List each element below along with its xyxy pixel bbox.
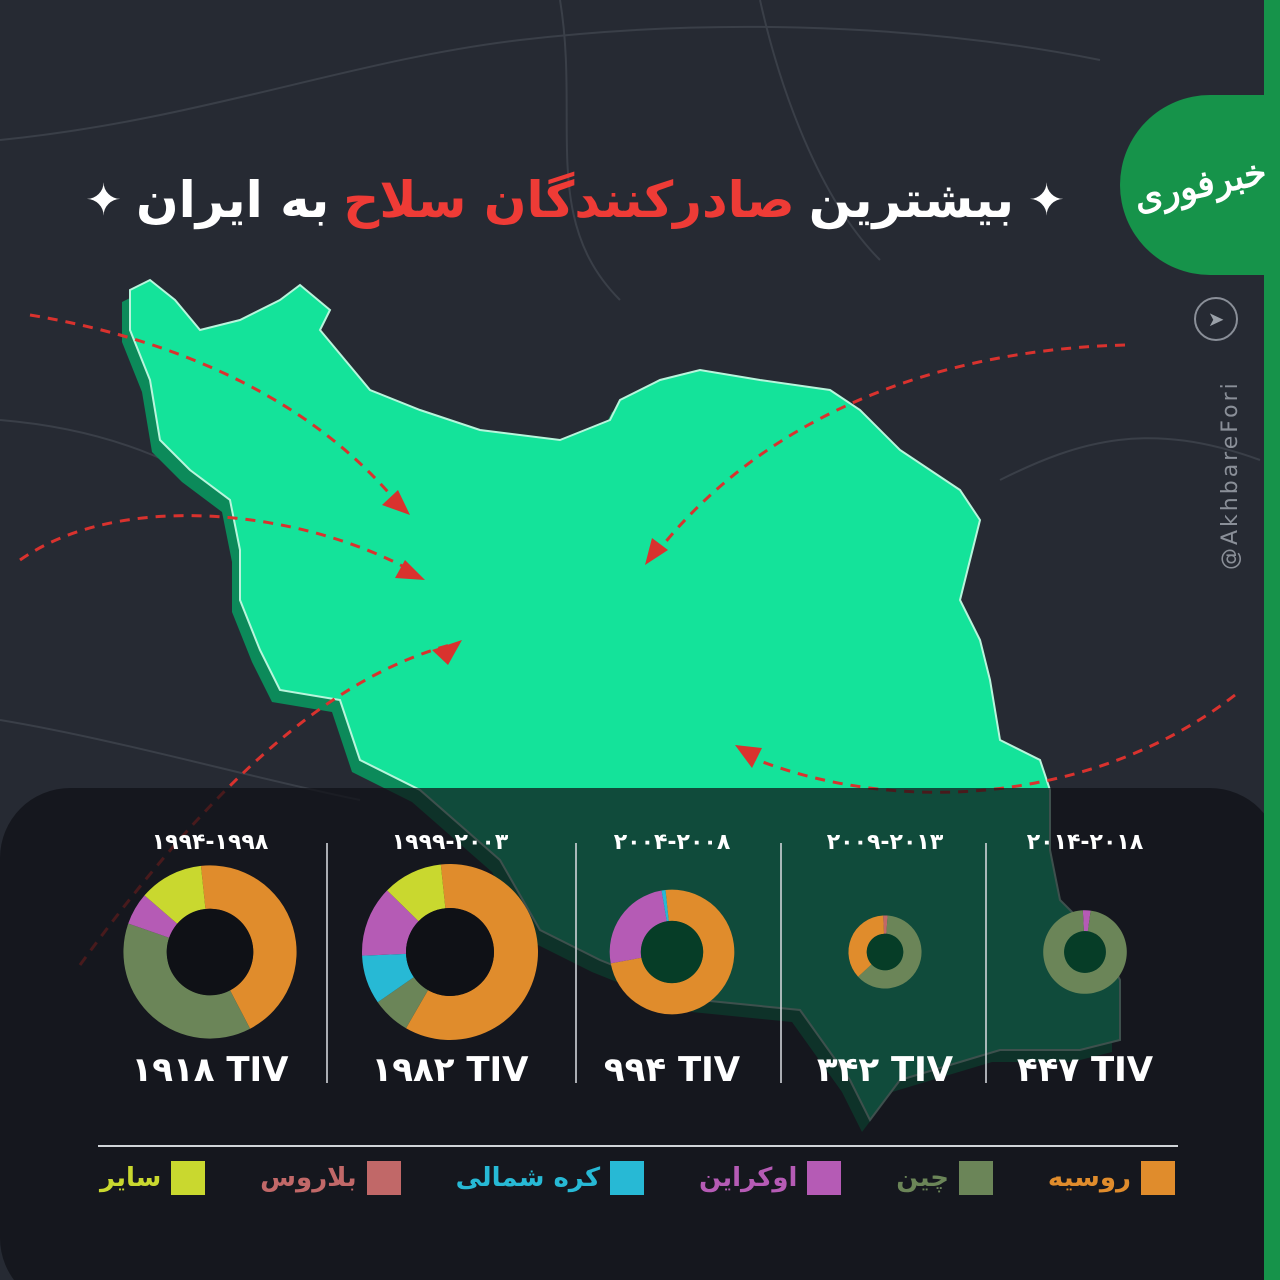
- legend-item-north_korea: کره شمالی: [455, 1160, 645, 1195]
- legend-swatch: [610, 1160, 645, 1195]
- tiv-total-label: ۱۹۱۸ TIV: [131, 1050, 289, 1090]
- legend-label: روسیه: [1047, 1162, 1131, 1193]
- donut-slice-china: [123, 923, 251, 1039]
- donut-slice-ukraine: [1082, 910, 1091, 932]
- legend-divider: [98, 1145, 1178, 1147]
- legend-item-china: چین: [896, 1160, 994, 1195]
- donut-slice-belarus: [883, 915, 888, 934]
- donut-slice-china: [377, 977, 428, 1029]
- legend-label: سایر: [100, 1162, 162, 1193]
- border-lines: [0, 0, 1261, 801]
- divider: [780, 843, 782, 1083]
- donut-slice-other: [387, 864, 446, 922]
- donut-slice-china: [858, 915, 922, 989]
- donut-slice-ukraine: [361, 890, 419, 956]
- legend-label: اوکراین: [698, 1162, 798, 1193]
- donut-slice-ukraine: [609, 890, 667, 964]
- chart-panel: [0, 788, 1280, 1280]
- legend-swatch: [171, 1160, 206, 1195]
- tiv-total-label: ۴۴۷ TIV: [1016, 1050, 1154, 1090]
- tiv-total-label: ۳۴۲ TIV: [816, 1050, 954, 1090]
- sparkle-icon: ✦: [1028, 174, 1065, 226]
- divider: [985, 843, 987, 1083]
- period-label: ۱۹۹۴-۱۹۹۸: [151, 830, 269, 855]
- period-label: ۱۹۹۹-۲۰۰۳: [391, 830, 509, 855]
- donut-hole: [406, 908, 494, 996]
- donut-slice-ukraine: [128, 895, 178, 938]
- legend-swatch: [959, 1160, 994, 1195]
- donut-hole: [866, 933, 904, 971]
- legend: روسیه چین اوکراین کره شمالی بلاروس سایر: [100, 1155, 1175, 1200]
- legend-item-belarus: بلاروس: [260, 1160, 401, 1195]
- legend-swatch: [366, 1160, 401, 1195]
- tiv-total-label: ۹۹۴ TIV: [603, 1050, 741, 1090]
- donut-slice-russia: [610, 889, 735, 1015]
- legend-item-ukraine: اوکراین: [698, 1160, 842, 1195]
- arrow-heads: [382, 490, 762, 768]
- donut-slice-north_korea: [661, 890, 669, 922]
- legend-label: چین: [896, 1162, 950, 1193]
- divider: [575, 843, 577, 1083]
- donut-slice-russia: [406, 864, 538, 1040]
- donut-slice-north_korea: [362, 953, 414, 1003]
- brand-stripe: [1264, 0, 1280, 1280]
- donut-hole: [166, 908, 254, 996]
- donut-hole: [1064, 931, 1106, 973]
- legend-swatch: [1141, 1160, 1175, 1195]
- legend-label: بلاروس: [260, 1162, 357, 1193]
- period-label: ۲۰۱۴-۲۰۱۸: [1026, 830, 1144, 855]
- divider: [326, 843, 328, 1083]
- legend-label: کره شمالی: [455, 1162, 601, 1193]
- period-label: ۲۰۰۴-۲۰۰۸: [613, 830, 731, 855]
- donut-hole: [640, 920, 704, 984]
- brand-logo: خبرفوری: [1120, 95, 1280, 275]
- donut-slice-russia: [200, 865, 297, 1029]
- period-label: ۲۰۰۹-۲۰۱۳: [826, 830, 944, 855]
- telegram-icon[interactable]: ➤: [1194, 297, 1238, 341]
- title-part-1: بیشترین: [808, 171, 1015, 229]
- sparkle-icon: ✦: [85, 174, 122, 226]
- tiv-total-label: ۱۹۸۲ TIV: [371, 1050, 529, 1090]
- donut-slice-russia: [848, 915, 885, 977]
- title-part-3: به ایران: [135, 171, 330, 229]
- donut-slice-other: [144, 865, 206, 924]
- legend-item-russia: روسیه: [1047, 1160, 1175, 1195]
- legend-swatch: [807, 1160, 842, 1195]
- title-highlight: صادرکنندگان سلاح: [343, 171, 795, 229]
- legend-item-other: سایر: [100, 1160, 206, 1195]
- donut-slice-china: [1043, 910, 1127, 994]
- page-title: ✦ بیشترین صادرکنندگان سلاح به ایران ✦: [40, 160, 1110, 240]
